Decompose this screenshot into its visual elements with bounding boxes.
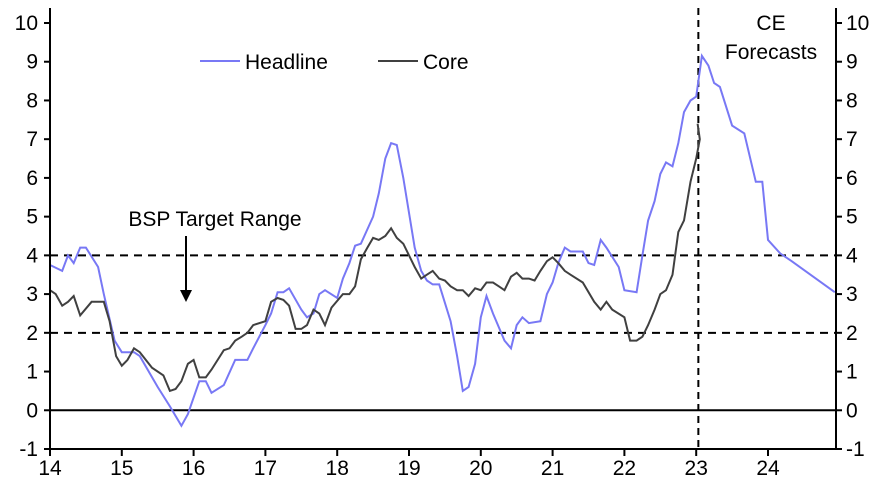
- x-tick-label: 14: [38, 457, 62, 480]
- y-tick-label-right: 1: [846, 361, 858, 384]
- y-tick-label-left: 5: [26, 206, 38, 229]
- y-tick-label-left: -1: [19, 438, 38, 461]
- x-tick-label: 15: [110, 457, 133, 480]
- y-tick-label-right: 6: [846, 167, 858, 190]
- x-tick-label: 20: [469, 457, 492, 480]
- y-tick-label-left: 0: [26, 399, 38, 422]
- y-tick-label-right: 10: [846, 12, 869, 35]
- y-tick-label-right: -1: [846, 438, 865, 461]
- y-tick-label-left: 2: [26, 322, 38, 345]
- y-tick-label-right: 8: [846, 89, 858, 112]
- legend-label-core: Core: [423, 51, 469, 74]
- y-tick-label-left: 8: [26, 89, 38, 112]
- y-tick-label-left: 3: [26, 283, 38, 306]
- legend-label-headline: Headline: [245, 51, 328, 74]
- y-tick-label-left: 4: [26, 244, 38, 267]
- x-tick-label: 16: [182, 457, 205, 480]
- y-tick-label-left: 10: [15, 12, 38, 35]
- series-line-headline: [49, 53, 836, 428]
- y-tick-label-right: 4: [846, 244, 858, 267]
- y-tick-label-right: 0: [846, 399, 858, 422]
- y-tick-label-right: 9: [846, 51, 858, 74]
- y-tick-label-right: 2: [846, 322, 858, 345]
- x-tick-label: 18: [326, 457, 349, 480]
- y-tick-label-right: 7: [846, 128, 858, 151]
- y-tick-label-left: 6: [26, 167, 38, 190]
- target-arrow-head-icon: [180, 290, 192, 302]
- x-tick-label: 23: [685, 457, 708, 480]
- x-tick-label: 17: [254, 457, 277, 480]
- forecast-annotation-line1: CE: [756, 12, 785, 35]
- legend: Headline Core: [200, 51, 469, 74]
- target-range-annotation: BSP Target Range: [128, 208, 301, 231]
- forecast-annotation-line2: Forecasts: [725, 41, 817, 64]
- x-tick-label: 21: [541, 457, 564, 480]
- y-tick-label-right: 3: [846, 283, 858, 306]
- y-tick-label-right: 5: [846, 206, 858, 229]
- x-tick-label: 22: [613, 457, 636, 480]
- x-tick-label: 24: [756, 457, 780, 480]
- y-tick-label-left: 1: [26, 361, 38, 384]
- series-line-core: [49, 123, 701, 393]
- y-tick-label-left: 7: [26, 128, 38, 151]
- x-tick-label: 19: [397, 457, 420, 480]
- y-tick-label-left: 9: [26, 51, 38, 74]
